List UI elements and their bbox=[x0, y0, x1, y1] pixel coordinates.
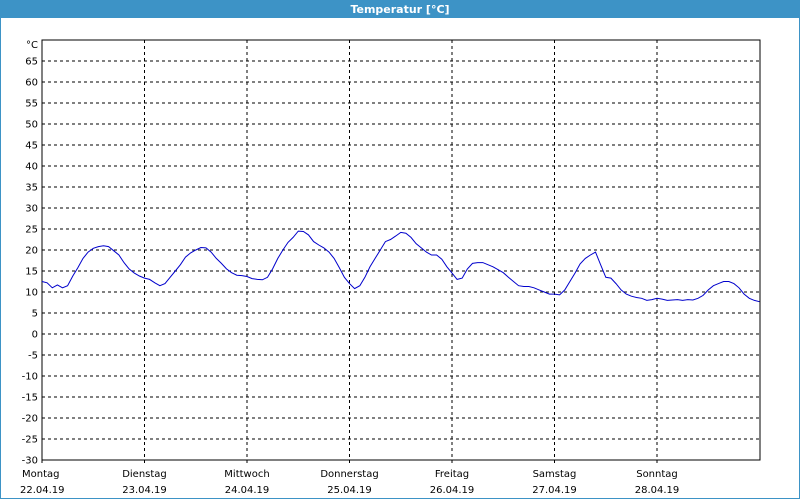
y-tick-label: 55 bbox=[25, 99, 38, 110]
chart-title: Temperatur [°C] bbox=[350, 2, 450, 16]
y-tick-label: 15 bbox=[25, 267, 38, 278]
y-tick-label: 60 bbox=[25, 78, 38, 89]
y-tick-label: -15 bbox=[22, 393, 38, 404]
x-tick-day-label: Mittwoch bbox=[224, 469, 269, 480]
x-tick-day-label: Montag bbox=[22, 469, 59, 480]
x-tick-date-label: 26.04.19 bbox=[430, 485, 475, 496]
x-tick-date-label: 27.04.19 bbox=[532, 485, 577, 496]
x-tick-day-label: Sonntag bbox=[636, 469, 678, 480]
y-tick-label: 20 bbox=[25, 246, 38, 257]
y-tick-label: 45 bbox=[25, 141, 38, 152]
x-tick-day-label: Donnerstag bbox=[320, 469, 378, 480]
y-tick-label: -20 bbox=[22, 414, 38, 425]
y-tick-label: -5 bbox=[28, 351, 38, 362]
x-tick-date-label: 22.04.19 bbox=[20, 485, 65, 496]
y-tick-label: 65 bbox=[25, 57, 38, 68]
temperature-series-line bbox=[41, 230, 760, 303]
y-tick-label: 30 bbox=[25, 204, 38, 215]
y-tick-label: 0 bbox=[32, 330, 38, 341]
y-tick-label: 25 bbox=[25, 225, 38, 236]
y-tick-label: 35 bbox=[25, 183, 38, 194]
y-tick-label: -30 bbox=[22, 456, 38, 467]
x-tick-day-label: Samstag bbox=[533, 469, 577, 480]
y-tick-label: -25 bbox=[22, 435, 38, 446]
plot-area bbox=[41, 39, 761, 461]
y-axis-unit-label: °C bbox=[26, 40, 38, 51]
x-tick-date-label: 24.04.19 bbox=[225, 485, 270, 496]
y-tick-label: 50 bbox=[25, 120, 38, 131]
y-tick-label: 5 bbox=[32, 309, 38, 320]
x-tick-date-label: 28.04.19 bbox=[635, 485, 680, 496]
x-tick-day-label: Dienstag bbox=[122, 469, 167, 480]
x-tick-date-label: 25.04.19 bbox=[327, 485, 372, 496]
x-tick-date-label: 23.04.19 bbox=[122, 485, 167, 496]
y-tick-label: 10 bbox=[25, 288, 38, 299]
y-tick-label: -10 bbox=[22, 372, 38, 383]
chart-title-bar: Temperatur [°C] bbox=[0, 0, 800, 18]
y-tick-label: 40 bbox=[25, 162, 38, 173]
x-tick-day-label: Freitag bbox=[435, 469, 469, 480]
